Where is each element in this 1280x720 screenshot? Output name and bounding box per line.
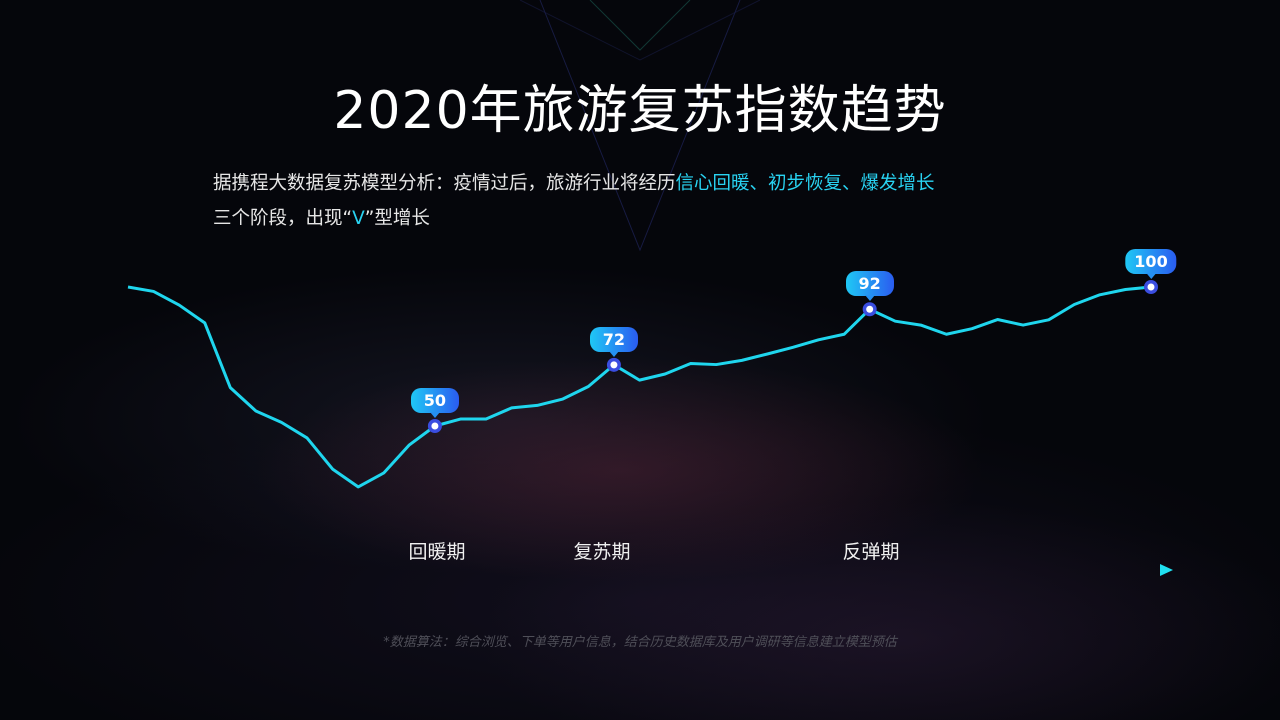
background-v-lines [519, 0, 761, 252]
stage-label-recovery: 复苏期 [573, 541, 631, 563]
subtitle-text: 三个阶段，出现“ [213, 208, 353, 229]
data-point-marker-center [431, 422, 439, 430]
data-label-bubble: 50 [410, 388, 459, 418]
page-title: 2020年旅游复苏指数趋势 [333, 81, 947, 141]
footnote: *数据算法：综合浏览、下单等用户信息，结合历史数据库及用户调研等信息建立模型预估 [383, 635, 897, 650]
data-point-marker-center [610, 361, 618, 369]
x-axis-arrow [118, 564, 1173, 576]
data-label-bubble: 92 [845, 271, 894, 302]
data-point-marker-center [866, 305, 874, 313]
trend-line [127, 285, 1152, 489]
stage-label-rebound: 反弹期 [842, 541, 900, 563]
subtitle-line-1: 据携程大数据复苏模型分析：疫情过后，旅游行业将经历信心回暖、初步恢复、爆发增长 [213, 169, 935, 195]
subtitle-line-2: 三个阶段，出现“V”型增长 [213, 204, 430, 230]
subtitle-text: 据携程大数据复苏模型分析：疫情过后，旅游行业将经历 [213, 173, 676, 194]
markers [427, 280, 1158, 433]
arrow-head-icon [1160, 564, 1173, 576]
subtitle-text: ”型增长 [364, 208, 430, 229]
subtitle-highlight: V [352, 208, 365, 229]
subtitle-highlight: 信心回暖、初步恢复、爆发增长 [675, 173, 935, 194]
stage-label-warming: 回暖期 [408, 541, 466, 563]
data-label-bubble: 100 [1125, 249, 1177, 279]
drop-lines [127, 287, 1151, 555]
data-label-bubble: 72 [589, 326, 638, 357]
data-point-marker-center [1147, 283, 1155, 291]
